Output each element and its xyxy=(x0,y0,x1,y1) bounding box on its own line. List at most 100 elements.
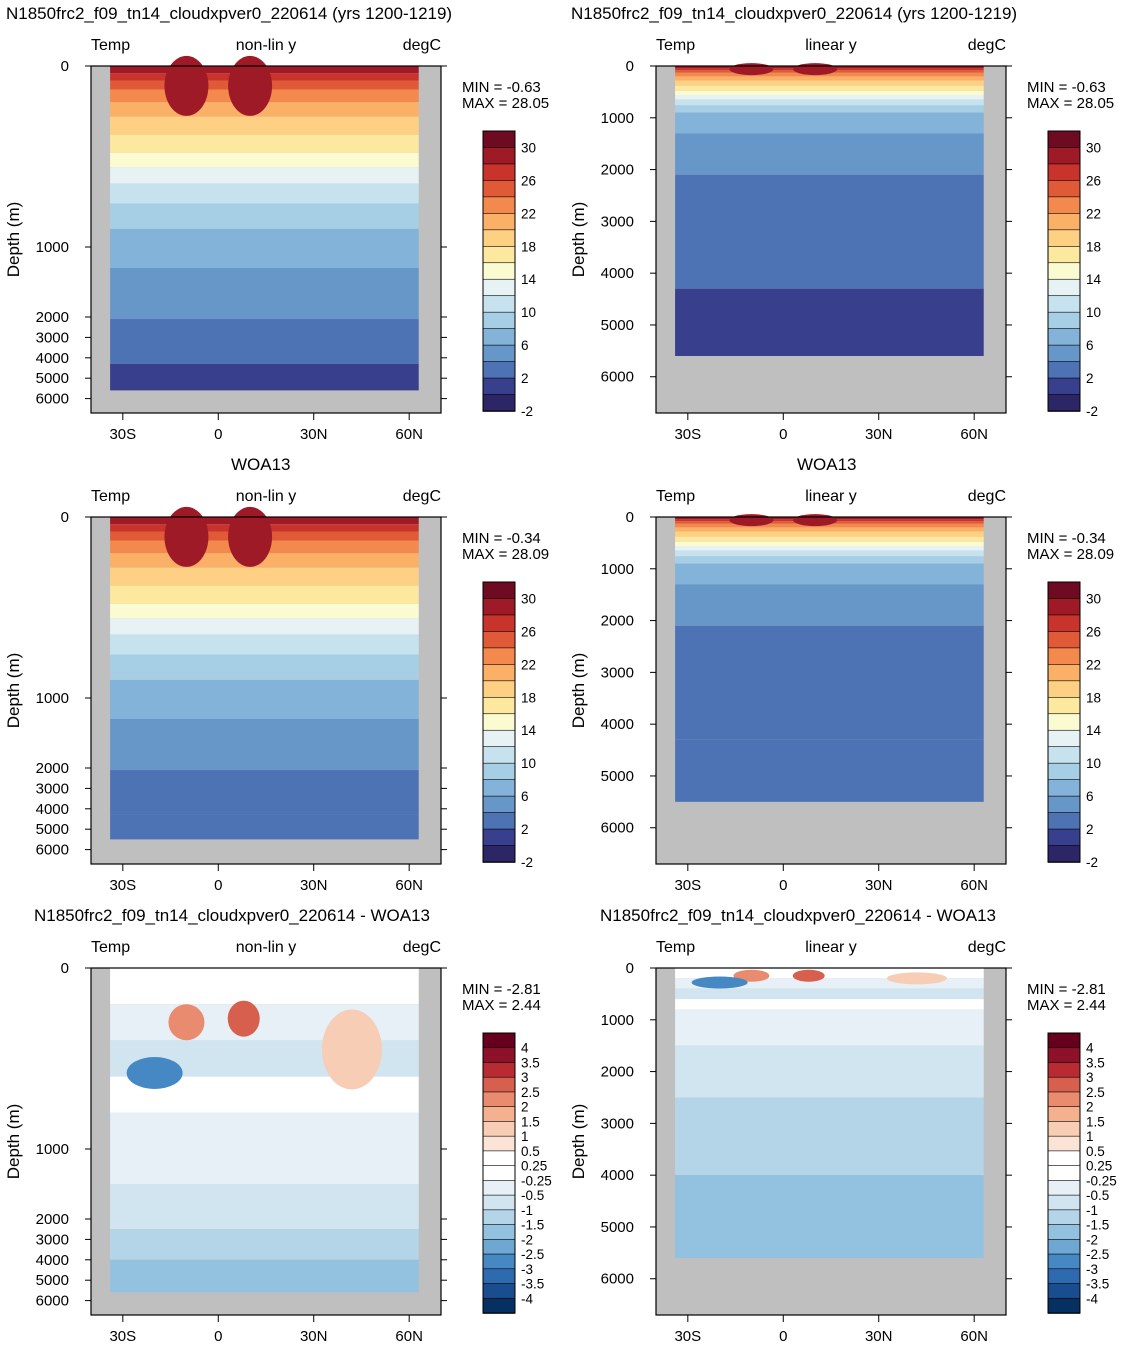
colorbar-frame xyxy=(482,1032,516,1314)
contour-bands xyxy=(110,66,419,391)
plot-frame xyxy=(655,967,1007,1316)
warm-core-south xyxy=(164,506,209,567)
var-label: Temp xyxy=(91,37,130,54)
colorbar-label: 18 xyxy=(1086,239,1101,254)
colorbar-label: 22 xyxy=(1086,657,1101,672)
contour-band xyxy=(110,567,419,586)
colorbar-label: 14 xyxy=(521,723,537,738)
contour-band xyxy=(675,99,984,106)
colorbar-swatch xyxy=(482,598,516,616)
y-tick-label: 5000 xyxy=(36,1272,69,1289)
y-tick-label: 3000 xyxy=(601,213,634,230)
colorbar-swatch xyxy=(482,779,516,797)
colorbar-swatch xyxy=(482,295,516,313)
chart-svg-model-linear: Temp linear y degC 0 1000 2000 3000 4000 5000 600… xyxy=(569,37,1114,443)
colorbar-swatch xyxy=(1047,1180,1081,1196)
chart-svg-model-nonlin: Temp non-lin y degC01000200030004000500060… xyxy=(4,37,549,443)
anomaly-warm-2 xyxy=(792,969,825,982)
colorbar-swatch xyxy=(1047,311,1081,330)
contour-band xyxy=(675,584,984,626)
contour-band xyxy=(675,541,984,547)
colorbar-swatch xyxy=(482,746,516,764)
x-tick-label: 0 xyxy=(779,426,787,443)
y-tick-label: 4000 xyxy=(601,265,634,282)
colorbar-swatch xyxy=(1047,713,1081,732)
colorbar-label: 22 xyxy=(521,206,536,221)
colorbar-label: -1.5 xyxy=(1086,1218,1109,1233)
contour-band xyxy=(675,546,984,551)
colorbar: 43.532.521.510.50.25-0.25-0.5-1-1.5-2-2.… xyxy=(1047,1032,1117,1314)
title-diff-right: N1850frc2_f09_tn14_cloudxpver0_220614 - … xyxy=(600,906,996,925)
colorbar-swatch xyxy=(482,262,516,281)
contour-band xyxy=(675,90,984,96)
max-value: MAX = 2.44 xyxy=(1027,997,1106,1014)
sea-floor xyxy=(110,390,419,413)
colorbar-label: 18 xyxy=(521,690,536,705)
colorbar-label: 18 xyxy=(521,239,536,254)
contour-band xyxy=(110,968,419,1005)
panel-model-linear: Temp linear y degC 0 1000 2000 3000 4000 5000 600… xyxy=(565,30,1130,460)
colorbar-swatch xyxy=(1047,1268,1081,1285)
contour-band xyxy=(110,1184,419,1230)
max-value: MAX = 28.09 xyxy=(1027,546,1114,563)
contour-band xyxy=(675,527,984,532)
colorbar-label: 2 xyxy=(1086,1100,1094,1115)
y-tick-label: 0 xyxy=(61,58,69,75)
y-tick-label: 2000 xyxy=(601,162,634,179)
colorbar-swatch xyxy=(1047,130,1081,149)
colorbar-swatch xyxy=(1047,163,1081,182)
max-value: MAX = 28.05 xyxy=(1027,95,1114,112)
colorbar-swatch xyxy=(1047,377,1081,396)
min-value: MIN = -0.63 xyxy=(462,79,541,96)
contour-band xyxy=(675,105,984,113)
colorbar-swatch xyxy=(1047,1224,1081,1241)
colorbar-frame xyxy=(1047,581,1081,863)
y-tick-label: 4000 xyxy=(36,1252,69,1269)
contour-band xyxy=(110,770,419,815)
contour-band xyxy=(675,968,984,979)
y-tick-label: 4000 xyxy=(601,1167,634,1184)
colorbar-label: -2 xyxy=(1086,1232,1098,1247)
x-tick-label: 60N xyxy=(960,1328,988,1345)
colorbar-swatch xyxy=(1047,1165,1081,1182)
x-tick-label: 60N xyxy=(395,1328,423,1345)
colorbar-label: -1 xyxy=(1086,1203,1098,1218)
y-tick-label: 3000 xyxy=(36,780,69,797)
colorbar: 30 26 22 18 14 10 6 2 -2 xyxy=(1047,581,1102,870)
colorbar-swatch xyxy=(1047,680,1081,699)
colorbar-label: 4 xyxy=(521,1041,529,1056)
warm-core-south xyxy=(729,514,774,527)
x-tick-label: 30S xyxy=(674,1328,701,1345)
y-tick-label: 1000 xyxy=(36,239,69,256)
contour-band xyxy=(675,1175,984,1259)
units-label: degC xyxy=(403,488,441,505)
var-label: Temp xyxy=(656,488,695,505)
x-tick-label: 0 xyxy=(779,877,787,894)
y-tick-label: 0 xyxy=(626,509,634,526)
sea-floor xyxy=(675,356,984,413)
colorbar-label: 2.5 xyxy=(521,1085,540,1100)
colorbar-swatch xyxy=(482,394,516,412)
colorbar-swatch xyxy=(482,1224,516,1241)
colorbar-label: 1 xyxy=(1086,1129,1094,1144)
colorbar-label: 0.5 xyxy=(521,1144,540,1159)
colorbar-label: 30 xyxy=(1086,140,1101,155)
colorbar-swatch xyxy=(1047,328,1081,346)
colorbar-swatch xyxy=(482,1253,516,1270)
y-tick-label: 1000 xyxy=(601,110,634,127)
sea-floor xyxy=(675,1258,984,1315)
colorbar-label: 1 xyxy=(521,1129,529,1144)
contour-bands xyxy=(675,66,984,357)
colorbar-label: -3.5 xyxy=(521,1277,544,1292)
contour-band xyxy=(675,739,984,802)
contour-band xyxy=(675,556,984,564)
anomaly-warm-3 xyxy=(886,972,947,985)
chart-svg-diff-nonlin: Temp non-lin y degC 0 1000 2000 3000 4000 5000 60… xyxy=(4,939,552,1345)
colorbar-swatch xyxy=(482,1150,516,1167)
anomaly-warm-1 xyxy=(733,969,770,982)
x-tick-label: 30S xyxy=(109,1328,136,1345)
x-tick-label: 30N xyxy=(300,1328,328,1345)
colorbar-swatch xyxy=(1047,631,1081,649)
colorbar-swatch xyxy=(482,130,516,149)
y-tick-label: 2000 xyxy=(36,1211,69,1228)
